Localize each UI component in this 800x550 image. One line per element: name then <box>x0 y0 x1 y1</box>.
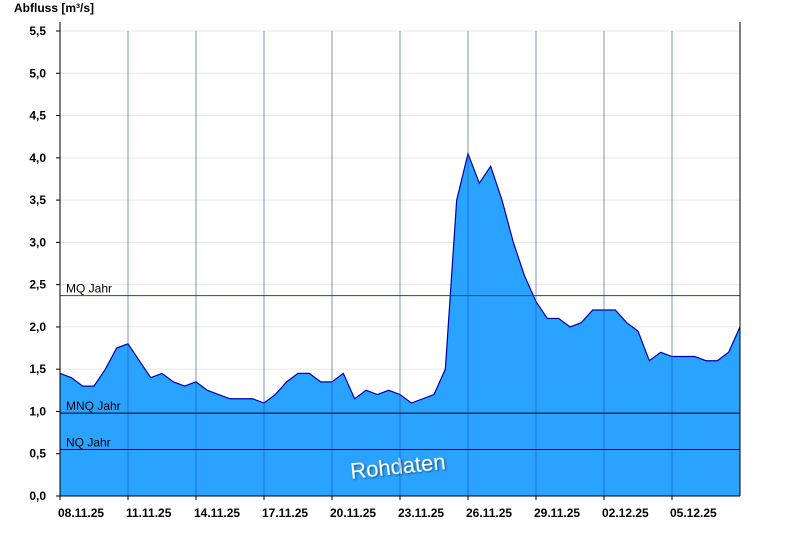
y-tick-label: 4,0 <box>29 151 46 165</box>
y-tick-label: 1,5 <box>29 362 46 376</box>
y-tick-label: 2,5 <box>29 278 46 292</box>
y-tick-label: 2,0 <box>29 320 46 334</box>
area <box>60 153 740 496</box>
x-tick-label: 29.11.25 <box>534 506 580 520</box>
reference-label: MNQ Jahr <box>66 399 121 413</box>
reference-label: NQ Jahr <box>66 436 111 450</box>
y-tick-label: 5,0 <box>29 66 46 80</box>
x-tick-label: 23.11.25 <box>398 506 444 520</box>
x-tick-label: 17.11.25 <box>262 506 308 520</box>
y-tick-label: 4,5 <box>29 109 46 123</box>
y-tick-label: 3,5 <box>29 193 46 207</box>
x-tick-label: 02.12.25 <box>602 506 649 520</box>
y-tick-label: 5,5 <box>29 24 46 38</box>
x-tick-label: 05.12.25 <box>670 506 717 520</box>
x-tick-label: 14.11.25 <box>194 506 240 520</box>
x-tick-label: 11.11.25 <box>126 506 172 520</box>
x-tick-label: 08.11.25 <box>58 506 104 520</box>
y-tick-label: 0,5 <box>29 447 46 461</box>
y-axis-label: Abfluss [m³/s] <box>14 1 94 15</box>
reference-label: MQ Jahr <box>66 282 112 296</box>
x-tick-label: 26.11.25 <box>466 506 512 520</box>
y-tick-label: 3,0 <box>29 235 46 249</box>
y-tick-label: 1,0 <box>29 404 46 418</box>
x-tick-label: 20.11.25 <box>330 506 376 520</box>
y-tick-label: 0,0 <box>29 489 46 503</box>
